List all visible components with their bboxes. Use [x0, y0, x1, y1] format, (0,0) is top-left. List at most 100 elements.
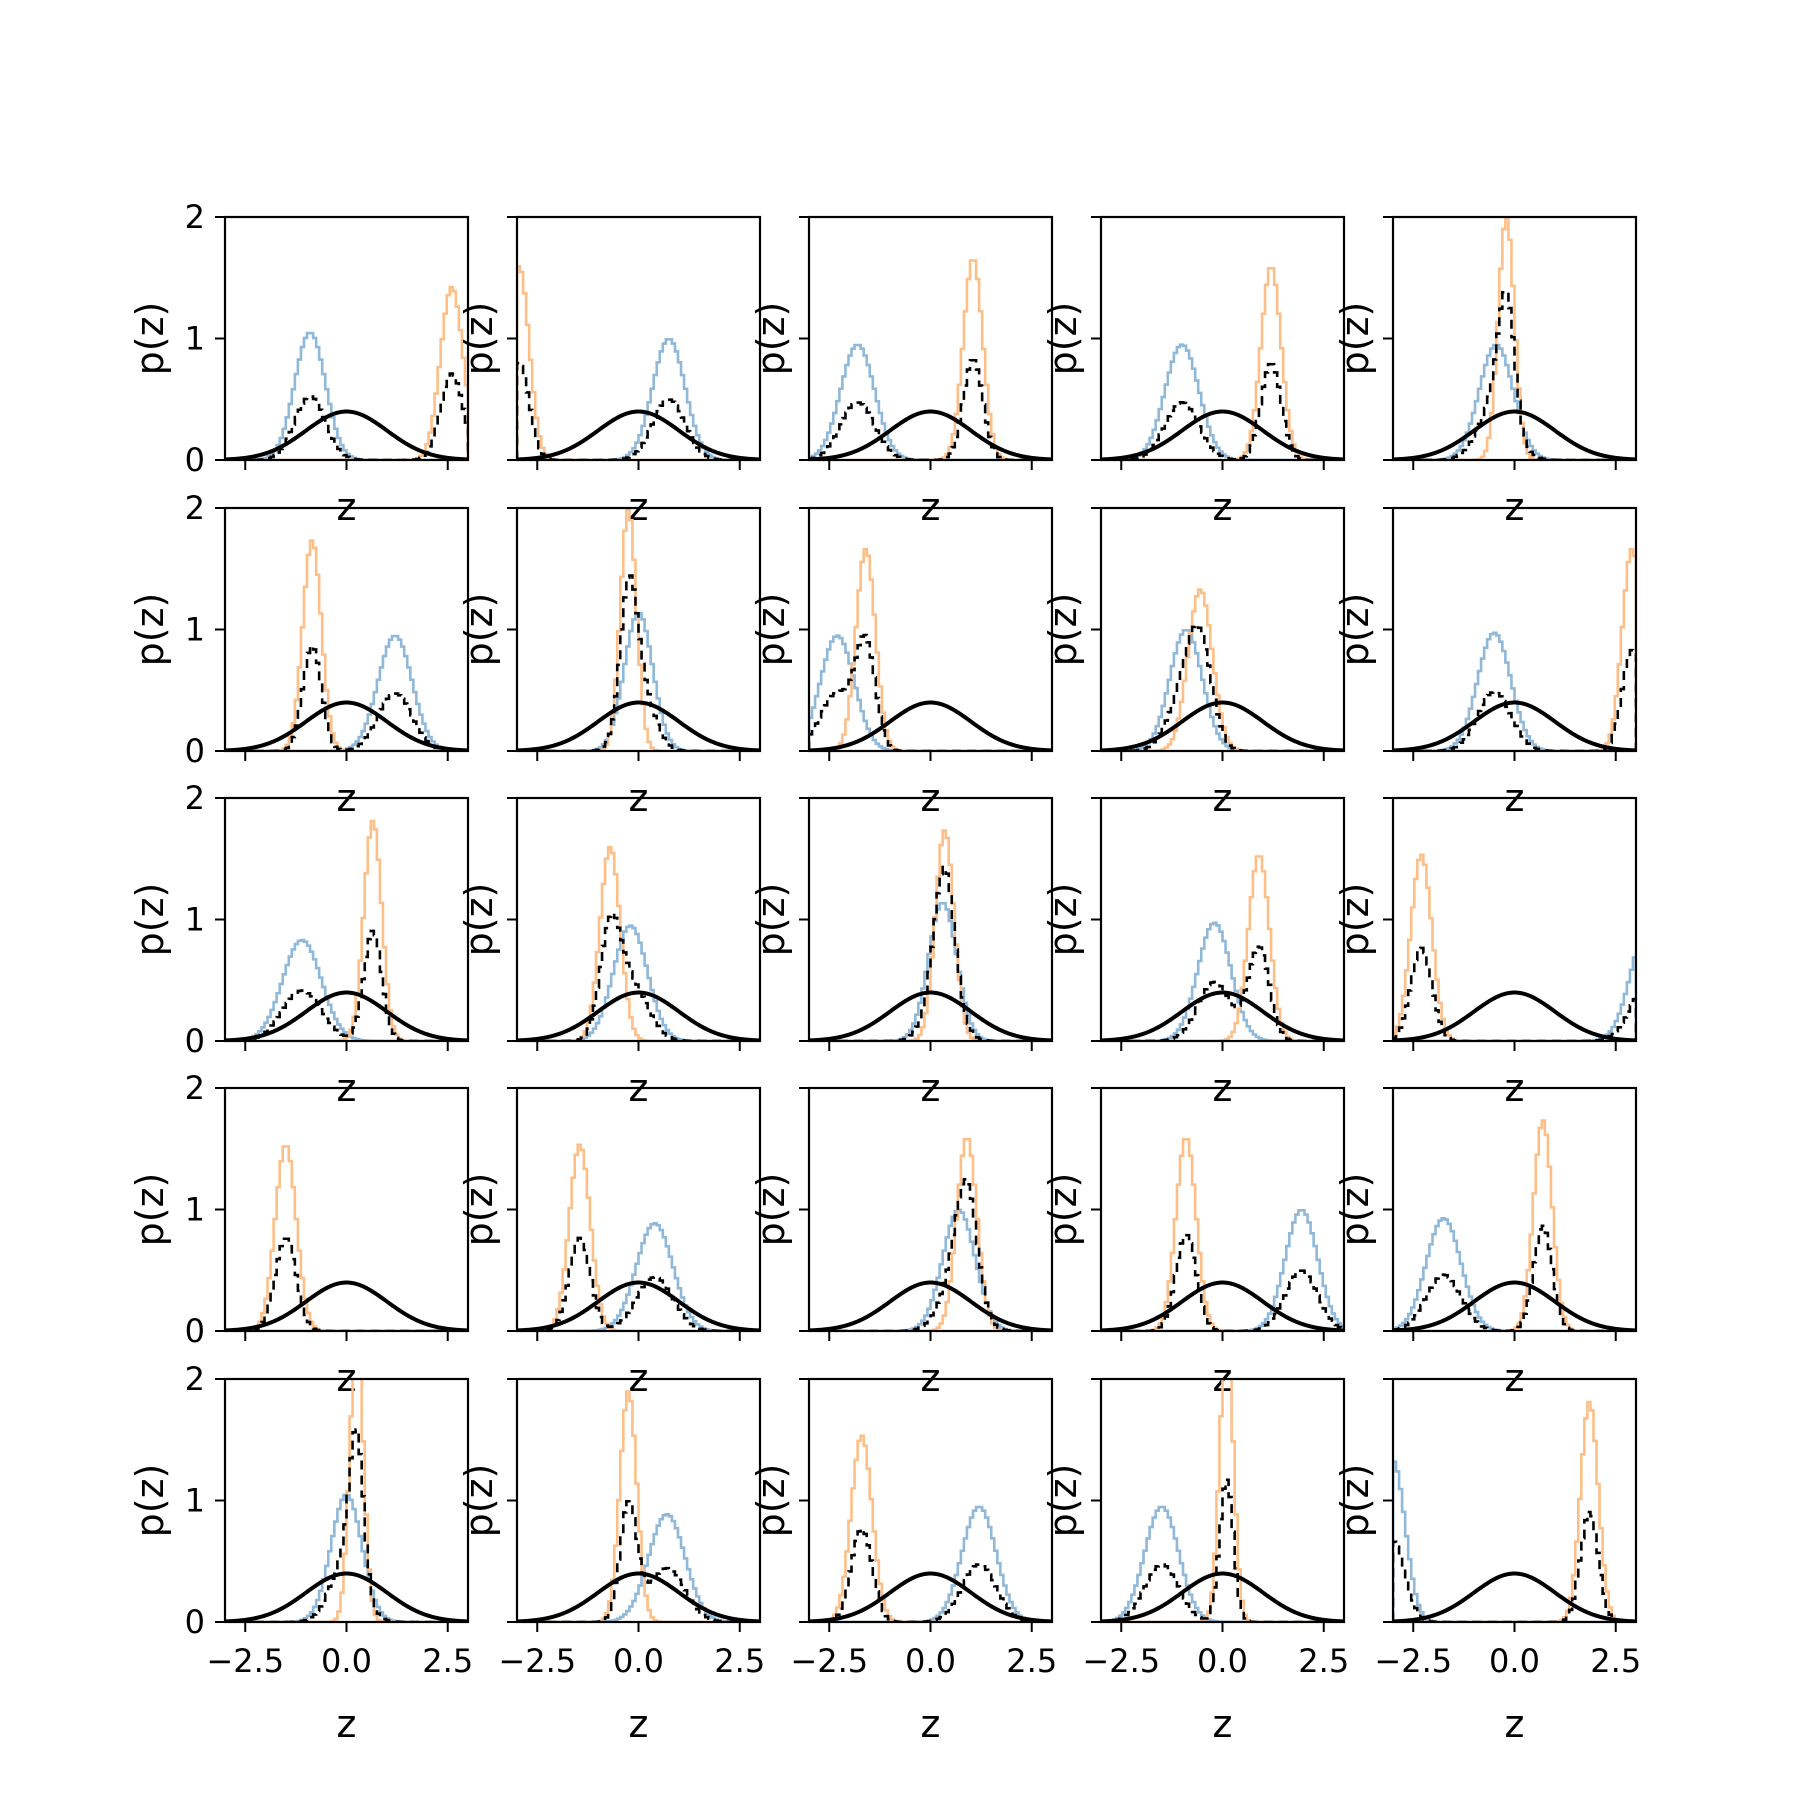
histogram-orange: [1393, 1400, 1636, 1622]
axes-frame: [515, 796, 762, 1043]
prior-curve: [809, 409, 1052, 460]
histogram-mixture: [1393, 1224, 1636, 1331]
histogram-mixture: [1101, 1478, 1344, 1622]
y-axis-label: p(z): [128, 302, 172, 376]
axes-frame: [807, 1377, 1054, 1624]
histogram-blue: [809, 1505, 1052, 1622]
panel-2: zp(z): [457, 215, 762, 529]
y-tick-label: 2: [185, 779, 205, 817]
prior-curve: [225, 409, 468, 460]
y-axis-label: p(z): [457, 593, 501, 667]
panel-3: zp(z): [749, 215, 1054, 529]
histogram-orange: [225, 1145, 468, 1331]
axes-frame: [807, 506, 1054, 753]
plot-area: [225, 819, 468, 1041]
prior-curve: [517, 990, 760, 1041]
y-axis-label: p(z): [1333, 1173, 1377, 1247]
prior-curve: [1393, 1571, 1636, 1622]
y-axis-label: p(z): [457, 1464, 501, 1538]
plot-area: [1393, 548, 1636, 751]
panel-13: zp(z): [749, 796, 1054, 1110]
y-tick-label: 1: [185, 320, 205, 358]
plot-area: [1393, 853, 1636, 1041]
y-axis-label: p(z): [749, 1464, 793, 1538]
y-tick-label: 1: [185, 611, 205, 649]
plot-area: [517, 508, 760, 751]
plot-area: [517, 846, 760, 1041]
plot-area: [517, 1143, 760, 1331]
x-tick-label: 2.5: [714, 1642, 765, 1680]
histogram-mixture: [225, 644, 468, 751]
prior-curve: [517, 1571, 760, 1622]
histogram-blue: [225, 938, 468, 1041]
prior-curve: [1101, 1280, 1344, 1331]
panel-25: −2.5 0.0 2.5 z p(z): [1333, 1377, 1641, 1746]
plot-area: [1101, 1137, 1344, 1331]
histogram-blue: [225, 634, 468, 751]
plot-area: [1101, 266, 1344, 460]
histogram-blue: [517, 1222, 760, 1331]
plot-area: [517, 1390, 760, 1622]
prior-curve: [809, 1571, 1052, 1622]
prior-curve: [1101, 1571, 1344, 1622]
x-axis-label: z: [921, 1702, 941, 1746]
prior-curve: [517, 1280, 760, 1331]
histogram-orange: [1101, 266, 1344, 460]
plot-area: [225, 1145, 468, 1331]
x-axis-label: z: [1505, 1702, 1525, 1746]
prior-curve: [1101, 700, 1344, 751]
x-tick-label: 2.5: [1298, 1642, 1349, 1680]
x-tick-label: 2.5: [1006, 1642, 1057, 1680]
axes-frame: [1099, 215, 1346, 462]
histogram-mixture: [1393, 946, 1636, 1041]
y-axis-label: p(z): [128, 593, 172, 667]
histogram-blue: [1101, 921, 1344, 1041]
y-axis-label: p(z): [749, 1173, 793, 1247]
y-tick-label: 0: [185, 732, 205, 770]
prior-curve: [225, 700, 468, 751]
plot-area: [809, 1137, 1052, 1331]
plot-area: [1101, 855, 1344, 1041]
plot-area: [517, 265, 760, 460]
prior-curve: [517, 700, 760, 751]
y-tick-label: 1: [185, 901, 205, 939]
prior-curve: [225, 1571, 468, 1622]
panel-20: zp(z): [1333, 1086, 1638, 1400]
histogram-orange: [1393, 853, 1636, 1041]
y-axis-label: p(z): [749, 593, 793, 667]
plot-area: [1393, 1119, 1636, 1331]
prior-curve: [1101, 409, 1344, 460]
panel-14: zp(z): [1041, 796, 1346, 1110]
x-tick-label: −2.5: [790, 1642, 868, 1680]
x-tick-label: 0.0: [613, 1642, 664, 1680]
y-tick-label: 2: [185, 1069, 205, 1107]
y-axis-label: p(z): [1041, 1464, 1085, 1538]
prior-curve: [225, 1280, 468, 1331]
histogram-orange: [1101, 855, 1344, 1041]
x-tick-label: 2.5: [422, 1642, 473, 1680]
prior-curve: [517, 409, 760, 460]
histogram-orange: [517, 265, 760, 460]
y-axis-label: p(z): [457, 1173, 501, 1247]
y-tick-label: 2: [185, 489, 205, 527]
panel-12: zp(z): [457, 796, 762, 1110]
prior-curve: [809, 1280, 1052, 1331]
prior-curve: [225, 990, 468, 1041]
histogram-orange: [225, 539, 468, 751]
y-axis-label: p(z): [128, 1464, 172, 1538]
x-tick-label: 0.0: [1489, 1642, 1540, 1680]
histogram-orange: [1101, 1137, 1344, 1331]
plot-area: [809, 829, 1052, 1041]
histogram-orange: [1393, 548, 1636, 751]
histogram-mixture: [809, 865, 1052, 1041]
axes-frame: [807, 215, 1054, 462]
prior-curve: [809, 700, 1052, 751]
y-axis-label: p(z): [749, 302, 793, 376]
histogram-orange: [517, 1143, 760, 1331]
y-axis-label: p(z): [1041, 883, 1085, 957]
x-axis-label: z: [629, 1702, 649, 1746]
plot-area: [225, 1379, 468, 1622]
